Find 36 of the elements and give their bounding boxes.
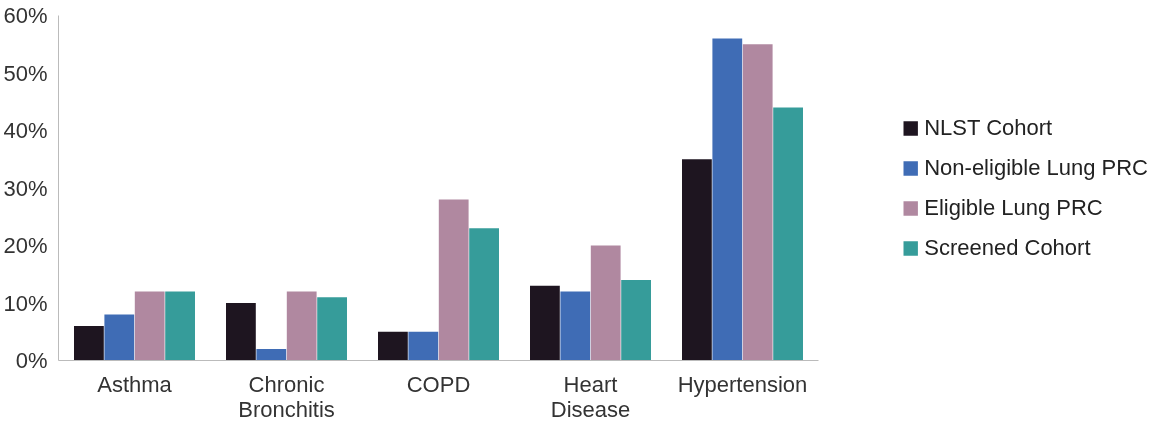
bar <box>378 331 408 361</box>
bar <box>256 349 287 361</box>
legend-label: Screened Cohort <box>924 234 1091 261</box>
bar <box>134 291 165 361</box>
bar <box>104 314 135 361</box>
x-tick-label: Heart Disease <box>550 371 631 422</box>
bar <box>74 326 104 361</box>
bar <box>742 44 773 361</box>
legend-label: Non-eligible Lung PRC <box>924 154 1148 181</box>
bar <box>226 303 256 361</box>
bar <box>773 107 803 361</box>
x-tick-label: Chronic Bronchitis <box>238 371 335 422</box>
bar <box>621 280 651 361</box>
bar <box>469 228 499 361</box>
bar <box>438 199 469 361</box>
bar <box>408 331 439 361</box>
x-tick-label: Asthma <box>97 371 173 397</box>
bar <box>682 159 712 361</box>
y-tick-label: 40% <box>3 118 48 143</box>
x-tick-label: Hypertension <box>677 371 808 397</box>
bar <box>165 291 195 361</box>
x-tick-label: COPD <box>406 371 471 397</box>
bar <box>712 38 743 361</box>
y-tick-label: 50% <box>3 60 48 86</box>
y-tick-label: 30% <box>3 175 48 201</box>
legend-label: Eligible Lung PRC <box>924 194 1103 221</box>
y-tick-label: 60% <box>3 3 48 28</box>
bar <box>317 297 347 361</box>
bar <box>530 285 560 361</box>
y-tick-label: 20% <box>3 233 48 258</box>
y-tick-label: 0% <box>15 348 48 373</box>
y-tick-label: 10% <box>3 290 48 316</box>
bar <box>560 291 591 361</box>
bar <box>590 245 621 361</box>
bar <box>286 291 317 361</box>
legend-label: NLST Cohort <box>924 114 1053 141</box>
